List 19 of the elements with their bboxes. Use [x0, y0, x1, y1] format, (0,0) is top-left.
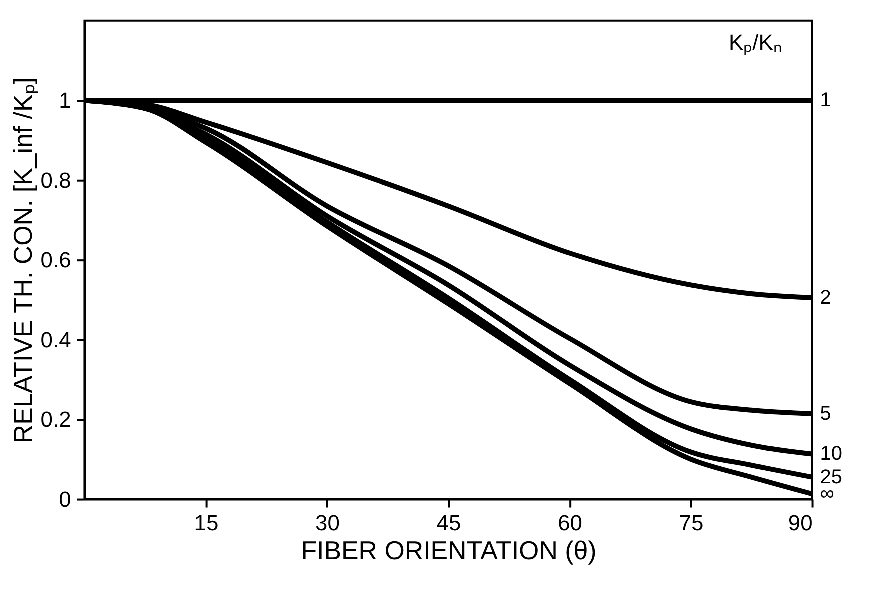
x-tick-label: 45	[436, 510, 462, 536]
legend-title: Kₚ/Kₙ	[729, 30, 782, 56]
series-label: 10	[820, 443, 842, 466]
x-tick-label: 60	[558, 510, 582, 536]
series-label: 2	[820, 286, 832, 309]
y-tick-label: 0.2	[40, 407, 72, 432]
y-tick-label: 1	[59, 88, 72, 114]
series-label: 1	[820, 90, 832, 112]
x-tick-label: 75	[679, 510, 704, 536]
x-tick-label: 15	[194, 510, 219, 536]
x-tick-label: 30	[316, 510, 340, 536]
x-tick-label: 90	[788, 510, 813, 536]
y-tick-label: 0	[59, 486, 72, 512]
y-axis-title: RELATIVE TH. CON. [K_inf /Kₚ]	[10, 78, 39, 444]
series-label: 5	[820, 402, 832, 425]
y-tick-label: 0.8	[40, 168, 72, 193]
y-tick-label: 0.6	[40, 248, 72, 273]
y-tick-label: 0.4	[40, 327, 72, 352]
x-axis-title: FIBER ORIENTATION (θ)	[301, 538, 597, 566]
